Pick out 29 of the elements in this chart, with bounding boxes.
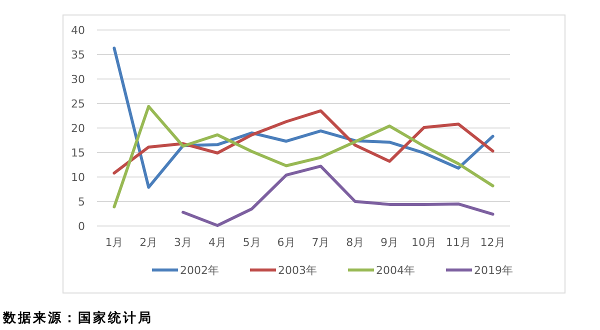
- x-tick-label: 5月: [242, 236, 261, 249]
- legend-label: 2003年: [278, 264, 317, 277]
- x-tick-label: 7月: [312, 236, 330, 249]
- y-tick-label: 25: [71, 98, 85, 110]
- y-tick-label: 40: [71, 24, 85, 37]
- x-tick-label: 4月: [208, 236, 226, 249]
- y-tick-label: 5: [78, 196, 85, 208]
- x-tick-label: 3月: [174, 236, 192, 249]
- x-tick-label: 10月: [411, 236, 436, 249]
- x-tick-label: 1月: [105, 236, 124, 249]
- x-tick-label: 11月: [446, 236, 471, 249]
- line-series: [182, 164, 494, 228]
- y-tick-label: 35: [71, 48, 85, 62]
- x-tick-label: 8月: [346, 236, 364, 249]
- y-tick-label: 30: [71, 73, 85, 86]
- legend-label: 2002年: [180, 264, 219, 277]
- x-tick-label: 9月: [380, 236, 399, 249]
- x-tick-label: 12月: [480, 236, 506, 249]
- y-tick-label: 15: [71, 146, 85, 160]
- legend-label: 2019年: [474, 264, 513, 277]
- x-tick-label: 2月: [140, 236, 158, 249]
- line-series: [112, 109, 494, 175]
- y-tick-label: 0: [78, 220, 85, 233]
- x-tick-label: 6月: [277, 236, 296, 249]
- y-tick-label: 10: [71, 171, 85, 184]
- legend-label: 2004年: [376, 264, 415, 277]
- y-tick-label: 20: [71, 122, 85, 135]
- line-series: [112, 104, 494, 208]
- source-note: 数据来源：国家统计局: [2, 310, 153, 326]
